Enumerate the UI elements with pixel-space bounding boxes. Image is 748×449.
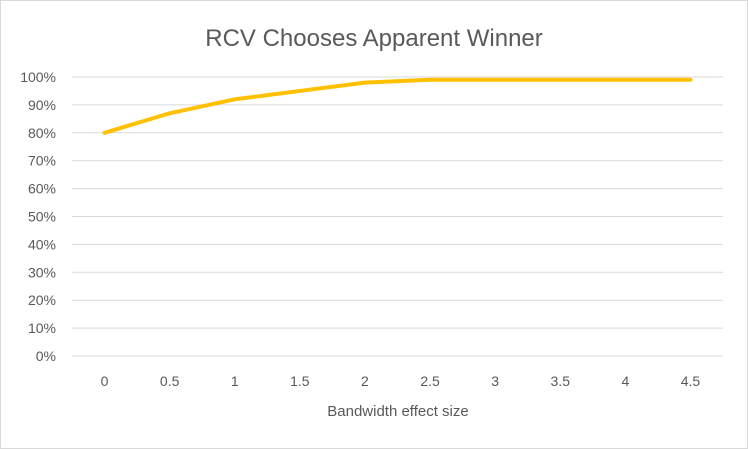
x-axis-title: Bandwidth effect size	[327, 403, 468, 420]
x-tick-label: 0.5	[160, 373, 180, 389]
x-tick-label: 4	[621, 373, 629, 389]
y-tick-label: 40%	[28, 236, 56, 252]
y-tick-label: 60%	[28, 181, 56, 197]
x-tick-label: 1	[231, 373, 239, 389]
x-tick-label: 2	[361, 373, 369, 389]
x-tick-label: 2.5	[420, 373, 440, 389]
y-tick-label: 0%	[36, 348, 56, 364]
y-tick-label: 70%	[28, 153, 56, 169]
x-tick-label: 4.5	[681, 373, 701, 389]
y-tick-label: 100%	[20, 69, 56, 85]
y-tick-label: 20%	[28, 292, 56, 308]
x-axis-ticks: 0 0.5 1 1.5 2 2.5 3 3.5 4 4.5	[101, 373, 701, 389]
y-axis-ticks: 0% 10% 20% 30% 40% 50% 60% 70% 80% 90% 100%	[20, 69, 56, 364]
x-tick-label: 0	[101, 373, 109, 389]
series-line	[102, 77, 693, 135]
x-tick-label: 3	[491, 373, 499, 389]
series-layer	[102, 77, 693, 135]
chart-title: RCV Chooses Apparent Winner	[205, 25, 543, 52]
gridlines	[72, 76, 723, 357]
y-tick-label: 30%	[28, 264, 56, 280]
y-tick-label: 50%	[28, 209, 56, 225]
y-tick-label: 90%	[28, 97, 56, 113]
x-tick-label: 1.5	[290, 373, 310, 389]
x-tick-label: 3.5	[551, 373, 571, 389]
y-tick-label: 10%	[28, 320, 56, 336]
y-tick-label: 80%	[28, 125, 56, 141]
